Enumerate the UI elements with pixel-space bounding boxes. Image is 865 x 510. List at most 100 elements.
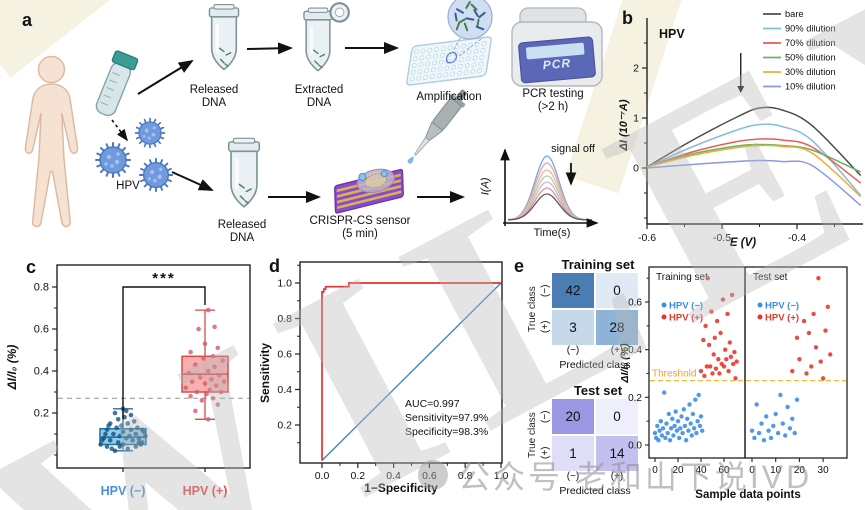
y-tick-label: 0.2	[277, 420, 292, 432]
down-arrow-annotation	[737, 53, 745, 93]
pos-point	[733, 376, 738, 381]
pos-point	[794, 335, 800, 340]
neg-point	[670, 416, 675, 421]
x-tick-label: 0.4	[386, 470, 401, 482]
sample-scatter-chart: 0.0 0.2 0.4 0.6 Threshold Training set 0 20 40 60…	[620, 266, 848, 501]
pos-point	[724, 357, 729, 362]
plate-well	[447, 45, 453, 51]
data-point	[202, 341, 208, 346]
roc-curve	[321, 282, 501, 461]
panel-c-boxplot: c 0.2 0.4 0.6 0.8 HPV (−) HPV (+) *** ΔI/I₀ (%)	[0, 255, 255, 510]
neg-point	[667, 438, 673, 443]
data-point	[127, 433, 132, 439]
dna-fragment	[455, 21, 461, 31]
data-point	[186, 370, 192, 376]
panel-label-a: a	[22, 10, 33, 30]
inset-ylabel: I(A)	[479, 177, 492, 196]
data-point	[133, 431, 139, 437]
neg-point	[689, 433, 694, 438]
category-label: HPV (+)	[183, 484, 228, 498]
y-tick-label: 0.0	[628, 441, 642, 452]
data-point	[125, 446, 131, 451]
x-tick-label: 40	[695, 465, 707, 476]
pos-point	[708, 364, 713, 369]
row-label: (+)	[540, 446, 551, 460]
dna-fragment	[470, 3, 478, 11]
neg-point	[658, 419, 663, 424]
y-tick-label: 0.8	[34, 282, 49, 294]
y-tick-label: 0.2	[34, 408, 49, 420]
plate-well	[456, 70, 462, 76]
pos-point	[702, 373, 707, 379]
data-point	[213, 383, 219, 388]
data-point	[133, 444, 139, 449]
plate-well	[477, 68, 482, 74]
y-tick-label: 0.6	[277, 349, 292, 361]
panel-a-workflow: a	[0, 0, 615, 255]
plot-frame	[648, 266, 848, 459]
data-point	[207, 387, 213, 393]
plate-well	[473, 48, 479, 54]
data-point	[210, 396, 216, 401]
data-point	[125, 421, 131, 426]
row-label: (+)	[540, 320, 551, 334]
data-point	[209, 377, 214, 382]
data-point	[104, 427, 110, 433]
neg-point	[754, 402, 759, 407]
neg-point	[764, 414, 769, 419]
y-tick-label: 0.4	[628, 345, 642, 356]
pos-point	[728, 354, 734, 359]
row-axis-label: True class	[527, 286, 538, 332]
neg-point	[675, 419, 681, 424]
sample-tube-icon	[95, 50, 139, 117]
neg-point	[749, 428, 755, 433]
plate-well	[436, 73, 442, 79]
roc-annotation: AUC=0.997	[405, 398, 460, 410]
plate-well	[444, 65, 450, 71]
plate-well	[420, 48, 426, 54]
pos-point	[704, 364, 709, 369]
confusion-matrix: Test set True class (−) (+) 20 0 1 14 (−) (+) Pred…	[526, 383, 648, 497]
pos-point	[716, 357, 721, 362]
box-group-0	[98, 406, 148, 454]
plate-well	[426, 54, 432, 60]
neg-point	[691, 426, 697, 431]
pos-point	[809, 364, 814, 369]
neg-point	[787, 426, 793, 431]
neg-point	[696, 392, 701, 398]
plate-well	[416, 75, 422, 81]
caption-released-dna-bottom: Released DNA	[217, 219, 267, 245]
y-tick-label: 1	[633, 113, 639, 125]
pos-point	[725, 311, 730, 317]
neg-point	[666, 411, 671, 417]
plate-well	[471, 62, 477, 68]
plate-well	[425, 61, 431, 67]
data-point	[131, 419, 137, 424]
neg-point	[683, 438, 689, 443]
pos-point	[818, 359, 823, 364]
y-axis-label: ΔI/I₀ (%)	[5, 345, 19, 391]
y-axis-label: ΔI/I₀ (%)	[620, 343, 631, 384]
hpv-virus-icon	[134, 117, 166, 149]
neg-point	[682, 423, 688, 429]
data-point	[194, 389, 200, 395]
data-point	[193, 408, 198, 414]
x-tick-label: -0.6	[638, 232, 656, 244]
col-label: (−)	[566, 345, 580, 356]
pos-point	[727, 340, 732, 345]
plate-well	[470, 69, 476, 75]
matrix-title: Test set	[573, 383, 623, 398]
data-point	[215, 402, 221, 407]
data-point	[204, 391, 209, 397]
plate-well	[451, 64, 457, 70]
x-tick-label: 0.0	[315, 470, 330, 482]
legend-label: 30% dilution	[785, 67, 836, 77]
legend-label: 10% dilution	[785, 82, 836, 92]
hpv-virus-icon	[95, 142, 131, 178]
data-point	[215, 345, 221, 351]
roc-annotation: Sensitivity=97.9%	[405, 412, 488, 424]
neg-point	[656, 438, 661, 443]
pos-point	[721, 364, 727, 369]
row-label: (−)	[540, 410, 551, 424]
x-tick-label: 10	[770, 465, 782, 476]
